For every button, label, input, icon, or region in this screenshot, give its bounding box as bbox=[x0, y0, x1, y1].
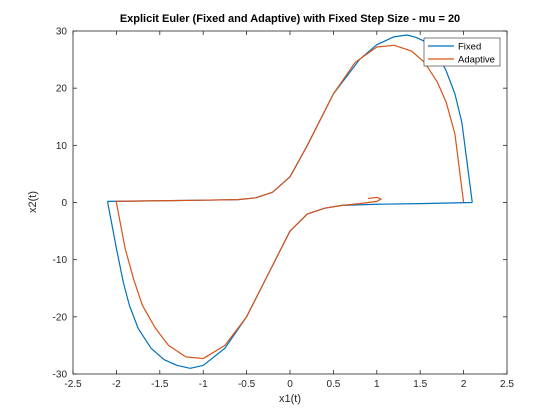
x-tick-label: 0.5 bbox=[326, 379, 340, 390]
y-tick-label: -20 bbox=[53, 312, 68, 323]
plot-area bbox=[73, 31, 507, 374]
x-tick-label: -2.5 bbox=[64, 379, 82, 390]
x-tick-label: 1 bbox=[374, 379, 380, 390]
x-tick-label: 2 bbox=[461, 379, 467, 390]
x-tick-label: -1.5 bbox=[151, 379, 169, 390]
x-tick-label: 2.5 bbox=[500, 379, 514, 390]
legend: Fixed Adaptive bbox=[423, 37, 501, 67]
x-tick-label: -1 bbox=[199, 379, 208, 390]
tick-layer: -2.5 -2 -1.5 -1 -0.5 0 0.5 1 1.5 2 2.5 -30 -20 -10 0 10… bbox=[53, 27, 515, 391]
legend-fixed-label: Fixed bbox=[458, 42, 481, 53]
chart-title: Explicit Euler (Fixed and Adaptive) with… bbox=[120, 13, 460, 25]
x-tick-label: 0 bbox=[287, 379, 293, 390]
y-axis-label: x2(t) bbox=[27, 191, 39, 213]
x-tick-label: -2 bbox=[112, 379, 121, 390]
y-tick-label: -30 bbox=[53, 370, 68, 381]
y-tick-label: 10 bbox=[56, 141, 68, 152]
y-tick-label: -10 bbox=[53, 255, 68, 266]
x-axis-label: x1(t) bbox=[279, 393, 301, 405]
series-layer bbox=[107, 34, 473, 369]
y-tick-label: 0 bbox=[61, 198, 67, 209]
series-line-adaptive bbox=[115, 44, 465, 360]
axes-box bbox=[72, 30, 508, 375]
legend-box bbox=[423, 37, 501, 67]
y-tick-label: 20 bbox=[56, 84, 68, 95]
legend-adaptive-label: Adaptive bbox=[458, 55, 495, 66]
y-tick-label: 30 bbox=[56, 27, 68, 38]
x-tick-label: 1.5 bbox=[413, 379, 427, 390]
x-tick-label: -0.5 bbox=[238, 379, 256, 390]
